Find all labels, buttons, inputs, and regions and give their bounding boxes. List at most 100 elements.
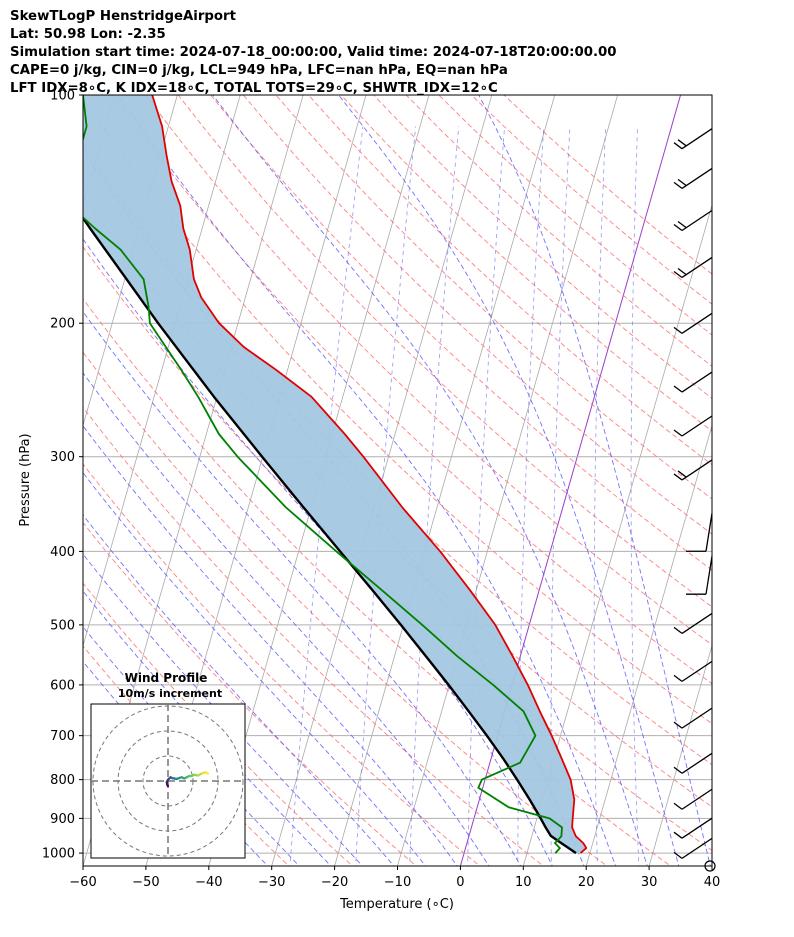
- wind-barbs: [673, 128, 716, 872]
- wind-barb: [673, 209, 713, 232]
- barb-shaft: [681, 707, 713, 729]
- dry-adiabat-line: [373, 95, 712, 399]
- barb-shaft: [681, 660, 713, 682]
- moist-adiabat-line: [83, 471, 427, 866]
- wind-barb: [673, 660, 713, 682]
- barb-flag: [673, 326, 683, 334]
- time-line: Simulation start time: 2024-07-18_00:00:…: [10, 45, 617, 60]
- mixing-ratio-line: [409, 126, 460, 866]
- x-tick-label: −60: [69, 875, 96, 890]
- barb-flag: [673, 766, 683, 774]
- isotherm-line: [271, 95, 493, 866]
- dry-adiabat-line: [177, 95, 712, 608]
- barb-flag: [673, 851, 683, 859]
- dewpoint-profile-line: [83, 95, 563, 854]
- barb-shaft: [681, 256, 713, 279]
- barb-shaft: [681, 788, 713, 810]
- x-tick-label: 20: [578, 875, 595, 890]
- wind-barb: [673, 752, 713, 774]
- barb-flag: [677, 220, 687, 229]
- wind-barb: [686, 556, 713, 595]
- dry-adiabat-line: [145, 95, 712, 646]
- hodograph-segment: [204, 771, 210, 775]
- negative-area-shading: [83, 95, 587, 854]
- chart-axes: −60 −50 −40 −30 −20 −10 0 10 20 30 40 100 200 300 400 5…: [42, 89, 720, 891]
- x-tick-label: −50: [132, 875, 159, 890]
- x-tick-label: −10: [384, 875, 411, 890]
- isotherm-line: [585, 423, 712, 866]
- barb-shaft: [681, 371, 713, 393]
- barb-shaft: [681, 312, 713, 334]
- wind-barb: [673, 837, 713, 859]
- dry-adiabat-line: [83, 645, 290, 866]
- mixing-ratio-line: [550, 126, 571, 866]
- moist-adiabat-line: [83, 553, 363, 866]
- wind-barb: [673, 371, 713, 393]
- y-tick-label: 200: [50, 317, 75, 332]
- dry-adiabat-line: [340, 95, 712, 432]
- wind-barb: [673, 415, 713, 437]
- barb-shaft: [681, 415, 713, 437]
- moist-adiabat-line: [83, 310, 522, 866]
- isotherm-line: [711, 864, 712, 866]
- moist-adiabat-line: [83, 626, 300, 866]
- moist-adiabat-line: [117, 95, 617, 866]
- wind-barb: [673, 256, 713, 279]
- isotherm-line: [334, 95, 556, 866]
- barb-flag: [673, 721, 683, 729]
- moist-adiabat-line: [83, 590, 332, 866]
- x-axis-label: Temperature (∘C): [339, 897, 454, 912]
- hodograph-plot: [91, 704, 245, 858]
- dry-adiabat-line: [112, 95, 712, 685]
- moist-adiabat-line: [478, 95, 711, 866]
- y-tick-label: 300: [50, 450, 75, 465]
- moist-adiabat-line: [83, 372, 490, 866]
- barb-flag: [677, 470, 687, 478]
- x-tick-label: 40: [704, 875, 721, 890]
- wind-barb: [673, 707, 713, 729]
- inset-title: Wind Profile: [125, 671, 208, 685]
- dry-adiabat-line: [308, 95, 712, 466]
- barb-flag: [677, 139, 687, 147]
- dry-adiabat-line: [83, 245, 712, 852]
- isotherm-line: [522, 203, 712, 866]
- wind-barb: [673, 817, 713, 839]
- barb-flag: [673, 223, 683, 232]
- location-line: Lat: 50.98 Lon: -2.35: [10, 27, 166, 42]
- moist-adiabat-line: [83, 238, 553, 866]
- barb-flag: [673, 429, 683, 437]
- barb-shaft: [705, 556, 713, 595]
- barb-flag: [673, 385, 683, 393]
- temperature-profile-line: [151, 95, 588, 854]
- y-tick-label: 100: [50, 89, 75, 104]
- y-tick-label: 1000: [42, 847, 75, 862]
- barb-flag: [677, 178, 687, 186]
- moist-adiabat-line: [212, 95, 648, 866]
- wind-profile-inset: Wind Profile 10m/s increment: [90, 671, 246, 859]
- barb-shaft: [681, 752, 713, 774]
- barb-shaft: [681, 459, 713, 481]
- mixing-ratio-line: [593, 126, 606, 866]
- isotherm-line: [83, 95, 241, 648]
- barb-flag: [673, 831, 683, 839]
- barb-flag: [673, 181, 683, 189]
- barb-shaft: [681, 128, 713, 150]
- isotherm-line: [774, 78, 794, 869]
- cape-line: CAPE=0 j/kg, CIN=0 j/kg, LCL=949 hPa, LF…: [10, 63, 508, 78]
- x-tick-label: −20: [321, 875, 348, 890]
- barb-flag: [673, 802, 683, 810]
- wind-barb: [673, 788, 713, 810]
- barb-flag: [673, 473, 683, 481]
- barb-shaft: [681, 817, 713, 839]
- y-tick-label: 900: [50, 812, 75, 827]
- x-tick-label: −30: [258, 875, 285, 890]
- barb-shaft: [705, 513, 713, 552]
- x-tick-label: 0: [456, 875, 464, 890]
- chart-data-layer: [83, 95, 588, 855]
- wind-barb: [673, 312, 713, 334]
- chart-header: SkewTLogP HenstridgeAirport Lat: 50.98 L…: [10, 8, 617, 98]
- chart-title: SkewTLogP HenstridgeAirport: [10, 9, 236, 24]
- barb-flag: [673, 270, 683, 278]
- y-tick-label: 800: [50, 773, 75, 788]
- y-axis-label: Pressure (hPa): [18, 433, 33, 526]
